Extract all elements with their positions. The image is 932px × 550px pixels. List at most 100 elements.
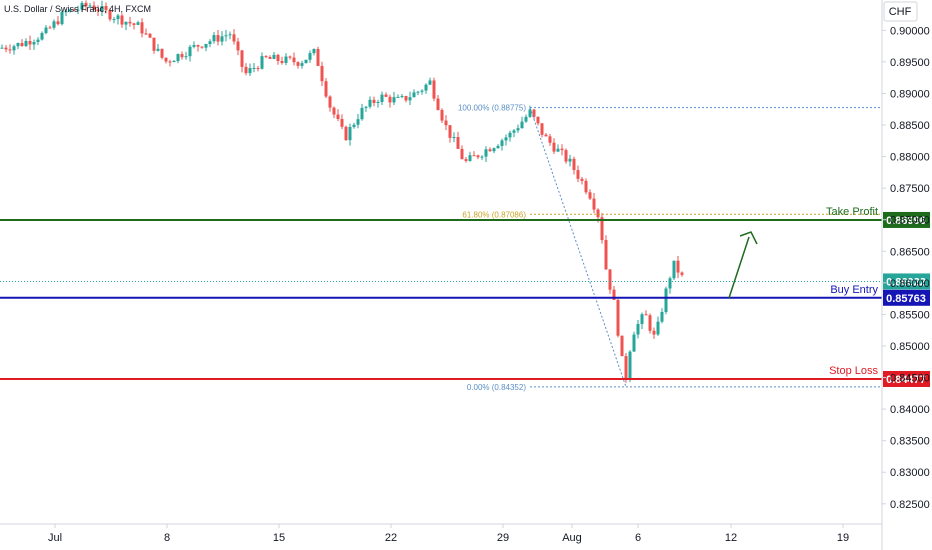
candle-body: [312, 48, 316, 54]
candle-body: [184, 56, 188, 58]
candle-body: [448, 125, 452, 138]
y-tick-label: 0.90000: [890, 25, 930, 37]
candle-body: [472, 155, 476, 157]
candle-body: [468, 155, 472, 161]
candle-body: [420, 90, 424, 92]
level-name: Buy Entry: [830, 284, 878, 296]
y-tick-label: 0.88500: [890, 120, 930, 132]
candle-body: [672, 260, 676, 279]
candle-body: [40, 33, 44, 40]
candle-body: [88, 5, 92, 7]
candle-body: [248, 68, 252, 74]
candle-body: [108, 10, 112, 20]
candle-body: [212, 35, 216, 42]
level-name: Take Profit: [826, 206, 878, 218]
candle-body: [452, 137, 456, 139]
candle-body: [308, 53, 312, 60]
candle-body: [404, 96, 408, 101]
candle-body: [532, 109, 536, 117]
x-axis-ticks: Jul 8 15 22 29 Aug 6 12 19: [48, 524, 849, 544]
candle-body: [316, 48, 320, 66]
candle-body: [544, 134, 548, 137]
candle-body: [660, 311, 664, 322]
candle-body: [552, 142, 556, 152]
candle-body: [124, 21, 128, 25]
candle-body: [480, 156, 484, 158]
candle-body: [356, 119, 360, 125]
candle-body: [572, 158, 576, 171]
candle-body: [76, 9, 80, 11]
candle-body: [180, 54, 184, 58]
candle-body: [596, 209, 600, 218]
candle-body: [4, 47, 8, 50]
candle-body: [400, 96, 404, 98]
candle-body: [344, 126, 348, 141]
candle-body: [488, 149, 492, 152]
candle-body: [680, 272, 684, 275]
candle-body: [136, 22, 140, 25]
candle-body: [368, 99, 372, 107]
currency-label: CHF: [889, 6, 912, 18]
candles-group: [0, 0, 684, 383]
candle-body: [240, 50, 244, 67]
candle-body: [464, 159, 468, 161]
y-axis-ticks: 0.90000 0.89500 0.89000 0.88500 0.88000 0.875…: [882, 25, 930, 511]
candle-body: [340, 118, 344, 127]
y-tick-label: 0.87000: [890, 215, 930, 227]
candle-body: [664, 288, 668, 312]
candle-body: [640, 314, 644, 324]
candle-body: [392, 97, 396, 103]
candle-body: [144, 33, 148, 35]
candle-body: [412, 92, 416, 98]
candle-body: [176, 54, 180, 61]
currency-button[interactable]: [883, 1, 918, 22]
candle-body: [272, 54, 276, 59]
candle-body: [652, 330, 656, 335]
candle-body: [372, 99, 376, 103]
level-name: Stop Loss: [829, 365, 878, 377]
candle-body: [648, 315, 652, 331]
candle-body: [128, 21, 132, 24]
candle-body: [112, 19, 116, 21]
candle-body: [396, 96, 400, 98]
candle-body: [280, 61, 284, 63]
y-tick-label: 0.84500: [890, 373, 930, 385]
candle-body: [164, 57, 168, 62]
y-tick-label: 0.87500: [890, 183, 930, 195]
x-tick-label: Jul: [48, 532, 62, 544]
level-price-value: 0.86996: [886, 215, 926, 227]
candle-body: [200, 46, 204, 48]
y-tick-label: 0.89500: [890, 57, 930, 69]
candle-body: [28, 41, 32, 45]
candle-body: [24, 41, 28, 47]
candle-body: [56, 21, 60, 25]
candle-body: [560, 148, 564, 151]
x-tick-label: 8: [164, 532, 170, 544]
candle-body: [416, 91, 420, 93]
candle-body: [276, 54, 280, 62]
candle-body: [264, 56, 268, 58]
candle-body: [232, 34, 236, 42]
y-tick-label: 0.86500: [890, 246, 930, 258]
y-tick-label: 0.84000: [890, 404, 930, 416]
level-price-badge: [883, 289, 930, 306]
candle-body: [132, 23, 136, 25]
candle-body: [36, 39, 40, 43]
candle-body: [60, 11, 64, 25]
candle-body: [516, 128, 520, 131]
candle-body: [608, 269, 612, 290]
y-tick-label: 0.83000: [890, 467, 930, 479]
candle-body: [72, 9, 76, 11]
candle-body: [20, 42, 24, 47]
current-price-badge: [883, 273, 930, 290]
candle-body: [428, 80, 432, 85]
candle-body: [244, 66, 248, 74]
candle-body: [436, 98, 440, 110]
candle-body: [32, 42, 36, 45]
up-arrow-icon: [728, 231, 758, 299]
candle-body: [624, 356, 628, 380]
candle-body: [304, 59, 308, 64]
candle-body: [168, 61, 172, 63]
candle-body: [96, 9, 100, 12]
